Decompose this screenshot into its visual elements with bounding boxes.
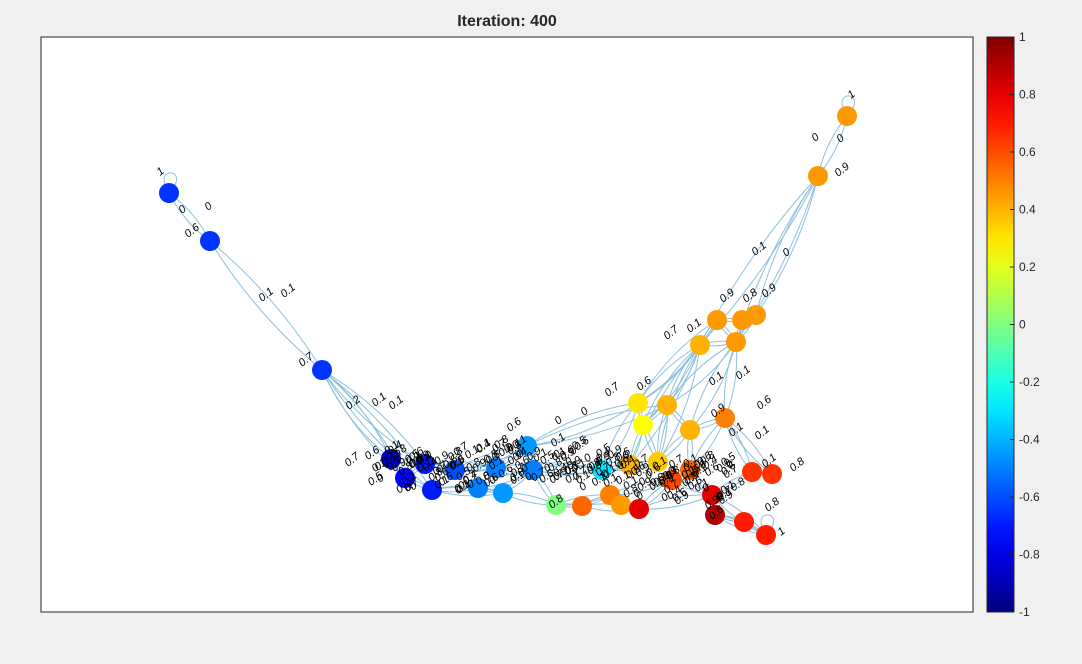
graph-self-loop: [163, 172, 178, 186]
colorbar-tick-label: -0.2: [1019, 375, 1040, 389]
graph-node: [517, 436, 537, 456]
graph-node: [572, 496, 592, 516]
graph-edge: [321, 369, 426, 465]
graph-self-loop: [841, 95, 856, 109]
graph-node: [657, 395, 677, 415]
graph-node: [762, 464, 782, 484]
graph-node: [707, 310, 727, 330]
graph-node: [680, 460, 700, 480]
chart-title: Iteration: 400: [457, 13, 557, 30]
graph-edge: [321, 369, 433, 491]
graph-edge: [657, 344, 701, 463]
graph-edge: [209, 240, 323, 371]
colorbar-tick-label: -0.6: [1019, 490, 1040, 504]
graph-edge: [637, 319, 718, 404]
graph-node: [422, 480, 442, 500]
graph-edge: [526, 402, 639, 447]
graph-node: [742, 462, 762, 482]
colorbar-tick-label: 0: [1019, 318, 1026, 332]
graph-node: [546, 495, 566, 515]
graph-edge: [321, 369, 426, 465]
graph-node: [662, 470, 682, 490]
graph-node: [445, 460, 465, 480]
graph-node: [648, 452, 668, 472]
graph-node: [200, 231, 220, 251]
graph-node: [395, 468, 415, 488]
graph-node: [705, 505, 725, 525]
graph-node: [756, 525, 776, 545]
graph-node: [415, 454, 435, 474]
graph-node: [746, 305, 766, 325]
graph-node: [592, 460, 612, 480]
graph-node: [837, 106, 857, 126]
colorbar-tick-label: 0.2: [1019, 260, 1036, 274]
graph-node: [808, 166, 828, 186]
node-layer: [159, 106, 857, 545]
plot-axes: [40, 36, 974, 613]
colorbar-tick-label: 0.4: [1019, 203, 1036, 217]
colorbar: [986, 36, 1015, 613]
graph-node: [680, 420, 700, 440]
graph-node: [381, 449, 401, 469]
graph-edge: [689, 341, 737, 431]
colorbar-tick-label: 0.8: [1019, 88, 1036, 102]
colorbar-tick-label: -0.4: [1019, 433, 1040, 447]
colorbar-tick-label: -0.8: [1019, 548, 1040, 562]
graph-node: [523, 460, 543, 480]
graph-node: [620, 455, 640, 475]
colorbar-ticks: 1 0.8 0.6 0.4 0.2 0 -0.2 -0.4 -0.6 -0.8 -1: [1010, 30, 1040, 619]
graph-edge: [209, 240, 323, 371]
graph-self-loop: [760, 514, 775, 528]
graph-node: [493, 483, 513, 503]
graph-node: [468, 478, 488, 498]
colorbar-tick-label: 1: [1019, 30, 1026, 44]
graph-edge: [689, 341, 737, 431]
graph-node: [633, 415, 653, 435]
graph-node: [734, 512, 754, 532]
graph-edge: [495, 462, 603, 471]
graph-node: [690, 335, 710, 355]
graph-node: [628, 393, 648, 413]
colorbar-tick-label: -1: [1019, 605, 1030, 619]
graph-node: [726, 332, 746, 352]
graph-node: [629, 499, 649, 519]
graph-edge: [755, 175, 819, 316]
graph-edge: [321, 369, 433, 491]
graph-edge: [526, 404, 668, 447]
graph-node: [486, 458, 506, 478]
graph-edge: [637, 319, 718, 404]
graph-node: [702, 485, 722, 505]
graph-edge: [526, 404, 668, 447]
graph-node: [159, 183, 179, 203]
graph-node: [715, 408, 735, 428]
graph-edge: [642, 344, 701, 426]
graph-node: [312, 360, 332, 380]
colorbar-tick-label: 0.6: [1019, 145, 1036, 159]
graph-edge: [526, 402, 639, 447]
graph-node: [611, 495, 631, 515]
